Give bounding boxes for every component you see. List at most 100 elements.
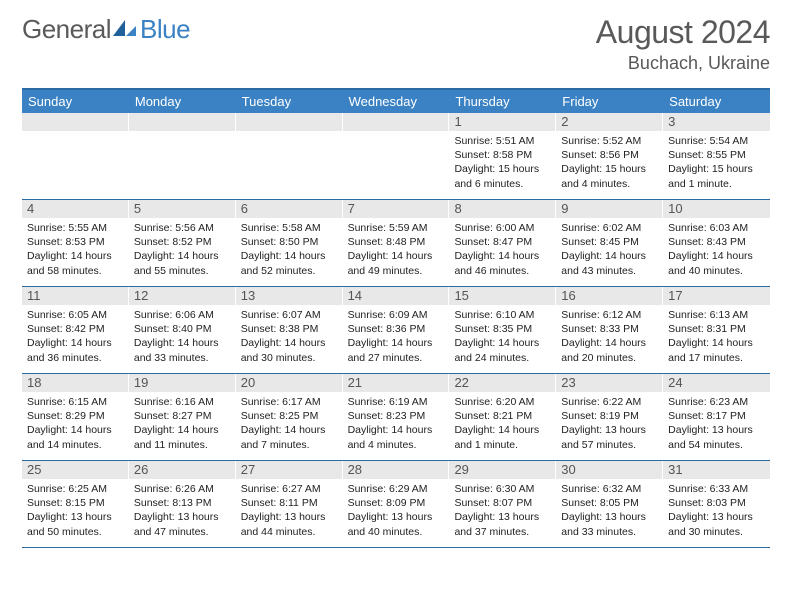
daylight-text: Daylight: 14 hours and 58 minutes. — [27, 249, 124, 277]
sunset-text: Sunset: 8:15 PM — [27, 496, 124, 510]
header: General Blue August 2024 Buchach, Ukrain… — [22, 14, 770, 74]
sunset-text: Sunset: 8:23 PM — [348, 409, 445, 423]
day-content: Sunrise: 6:23 AMSunset: 8:17 PMDaylight:… — [663, 392, 770, 456]
sunrise-text: Sunrise: 6:27 AM — [241, 482, 338, 496]
day-content: Sunrise: 6:17 AMSunset: 8:25 PMDaylight:… — [236, 392, 343, 456]
sunset-text: Sunset: 8:38 PM — [241, 322, 338, 336]
weekday-mon: Monday — [129, 90, 236, 113]
sunset-text: Sunset: 8:09 PM — [348, 496, 445, 510]
day-number: 10 — [663, 200, 770, 218]
weekday-wed: Wednesday — [343, 90, 450, 113]
day-number: 26 — [129, 461, 236, 479]
sunset-text: Sunset: 8:31 PM — [668, 322, 765, 336]
daylight-text: Daylight: 14 hours and 27 minutes. — [348, 336, 445, 364]
daylight-text: Daylight: 14 hours and 55 minutes. — [134, 249, 231, 277]
daylight-text: Daylight: 14 hours and 1 minute. — [454, 423, 551, 451]
day-cell: 9Sunrise: 6:02 AMSunset: 8:45 PMDaylight… — [556, 200, 663, 286]
sunset-text: Sunset: 8:45 PM — [561, 235, 658, 249]
day-cell: 18Sunrise: 6:15 AMSunset: 8:29 PMDayligh… — [22, 374, 129, 460]
empty-day — [236, 113, 343, 131]
day-content: Sunrise: 6:26 AMSunset: 8:13 PMDaylight:… — [129, 479, 236, 543]
day-cell: 24Sunrise: 6:23 AMSunset: 8:17 PMDayligh… — [663, 374, 770, 460]
sunrise-text: Sunrise: 6:00 AM — [454, 221, 551, 235]
sunset-text: Sunset: 8:13 PM — [134, 496, 231, 510]
day-number: 25 — [22, 461, 129, 479]
daylight-text: Daylight: 15 hours and 6 minutes. — [454, 162, 551, 190]
daylight-text: Daylight: 14 hours and 49 minutes. — [348, 249, 445, 277]
day-cell — [22, 113, 129, 199]
day-number: 16 — [556, 287, 663, 305]
day-content: Sunrise: 6:22 AMSunset: 8:19 PMDaylight:… — [556, 392, 663, 456]
daylight-text: Daylight: 14 hours and 7 minutes. — [241, 423, 338, 451]
sunrise-text: Sunrise: 6:03 AM — [668, 221, 765, 235]
sunrise-text: Sunrise: 6:07 AM — [241, 308, 338, 322]
sunset-text: Sunset: 8:35 PM — [454, 322, 551, 336]
sunset-text: Sunset: 8:58 PM — [454, 148, 551, 162]
day-number: 4 — [22, 200, 129, 218]
day-number: 5 — [129, 200, 236, 218]
daylight-text: Daylight: 14 hours and 40 minutes. — [668, 249, 765, 277]
daylight-text: Daylight: 13 hours and 30 minutes. — [668, 510, 765, 538]
daylight-text: Daylight: 13 hours and 44 minutes. — [241, 510, 338, 538]
day-cell: 23Sunrise: 6:22 AMSunset: 8:19 PMDayligh… — [556, 374, 663, 460]
day-cell: 1 Sunrise: 5:51 AMSunset: 8:58 PMDaylight… — [449, 113, 556, 199]
day-cell: 4Sunrise: 5:55 AMSunset: 8:53 PMDaylight… — [22, 200, 129, 286]
daylight-text: Daylight: 13 hours and 33 minutes. — [561, 510, 658, 538]
sunrise-text: Sunrise: 5:59 AM — [348, 221, 445, 235]
day-cell: 31Sunrise: 6:33 AMSunset: 8:03 PMDayligh… — [663, 461, 770, 547]
logo-text-2: Blue — [140, 14, 190, 45]
daylight-text: Daylight: 14 hours and 43 minutes. — [561, 249, 658, 277]
day-content: Sunrise: 6:30 AMSunset: 8:07 PMDaylight:… — [449, 479, 556, 543]
day-number: 1 — [449, 113, 556, 131]
day-content: Sunrise: 6:16 AMSunset: 8:27 PMDaylight:… — [129, 392, 236, 456]
day-number: 19 — [129, 374, 236, 392]
day-number: 24 — [663, 374, 770, 392]
day-content: Sunrise: 6:03 AMSunset: 8:43 PMDaylight:… — [663, 218, 770, 282]
week-row: 18Sunrise: 6:15 AMSunset: 8:29 PMDayligh… — [22, 374, 770, 461]
day-number: 6 — [236, 200, 343, 218]
sunrise-text: Sunrise: 5:56 AM — [134, 221, 231, 235]
day-cell: 16Sunrise: 6:12 AMSunset: 8:33 PMDayligh… — [556, 287, 663, 373]
sunrise-text: Sunrise: 6:05 AM — [27, 308, 124, 322]
day-content: Sunrise: 5:55 AMSunset: 8:53 PMDaylight:… — [22, 218, 129, 282]
day-content: Sunrise: 6:06 AMSunset: 8:40 PMDaylight:… — [129, 305, 236, 369]
day-content: Sunrise: 5:58 AMSunset: 8:50 PMDaylight:… — [236, 218, 343, 282]
day-content: Sunrise: 6:09 AMSunset: 8:36 PMDaylight:… — [343, 305, 450, 369]
day-content: Sunrise: 6:25 AMSunset: 8:15 PMDaylight:… — [22, 479, 129, 543]
day-number: 2 — [556, 113, 663, 131]
day-cell: 25Sunrise: 6:25 AMSunset: 8:15 PMDayligh… — [22, 461, 129, 547]
month-title: August 2024 — [596, 14, 770, 51]
empty-day — [22, 113, 129, 131]
day-number: 29 — [449, 461, 556, 479]
day-content: Sunrise: 6:29 AMSunset: 8:09 PMDaylight:… — [343, 479, 450, 543]
day-number: 17 — [663, 287, 770, 305]
day-cell: 17Sunrise: 6:13 AMSunset: 8:31 PMDayligh… — [663, 287, 770, 373]
sunrise-text: Sunrise: 5:51 AM — [454, 134, 551, 148]
sunrise-text: Sunrise: 6:20 AM — [454, 395, 551, 409]
sunrise-text: Sunrise: 6:02 AM — [561, 221, 658, 235]
weekday-sat: Saturday — [663, 90, 770, 113]
week-row: 25Sunrise: 6:25 AMSunset: 8:15 PMDayligh… — [22, 461, 770, 548]
sunset-text: Sunset: 8:43 PM — [668, 235, 765, 249]
day-number: 30 — [556, 461, 663, 479]
day-cell: 2Sunrise: 5:52 AMSunset: 8:56 PMDaylight… — [556, 113, 663, 199]
weekday-header: Sunday Monday Tuesday Wednesday Thursday… — [22, 90, 770, 113]
day-cell: 22Sunrise: 6:20 AMSunset: 8:21 PMDayligh… — [449, 374, 556, 460]
logo: General Blue — [22, 14, 190, 45]
empty-day — [343, 113, 450, 131]
sunrise-text: Sunrise: 6:26 AM — [134, 482, 231, 496]
sunset-text: Sunset: 8:21 PM — [454, 409, 551, 423]
day-cell: 30Sunrise: 6:32 AMSunset: 8:05 PMDayligh… — [556, 461, 663, 547]
day-cell: 7Sunrise: 5:59 AMSunset: 8:48 PMDaylight… — [343, 200, 450, 286]
sunset-text: Sunset: 8:50 PM — [241, 235, 338, 249]
daylight-text: Daylight: 15 hours and 1 minute. — [668, 162, 765, 190]
week-row: 4Sunrise: 5:55 AMSunset: 8:53 PMDaylight… — [22, 200, 770, 287]
sunset-text: Sunset: 8:47 PM — [454, 235, 551, 249]
location: Buchach, Ukraine — [596, 53, 770, 74]
day-content: Sunrise: 6:05 AMSunset: 8:42 PMDaylight:… — [22, 305, 129, 369]
day-cell: 19Sunrise: 6:16 AMSunset: 8:27 PMDayligh… — [129, 374, 236, 460]
sunset-text: Sunset: 8:33 PM — [561, 322, 658, 336]
sunrise-text: Sunrise: 6:17 AM — [241, 395, 338, 409]
sunrise-text: Sunrise: 6:15 AM — [27, 395, 124, 409]
day-content: Sunrise: 6:00 AMSunset: 8:47 PMDaylight:… — [449, 218, 556, 282]
